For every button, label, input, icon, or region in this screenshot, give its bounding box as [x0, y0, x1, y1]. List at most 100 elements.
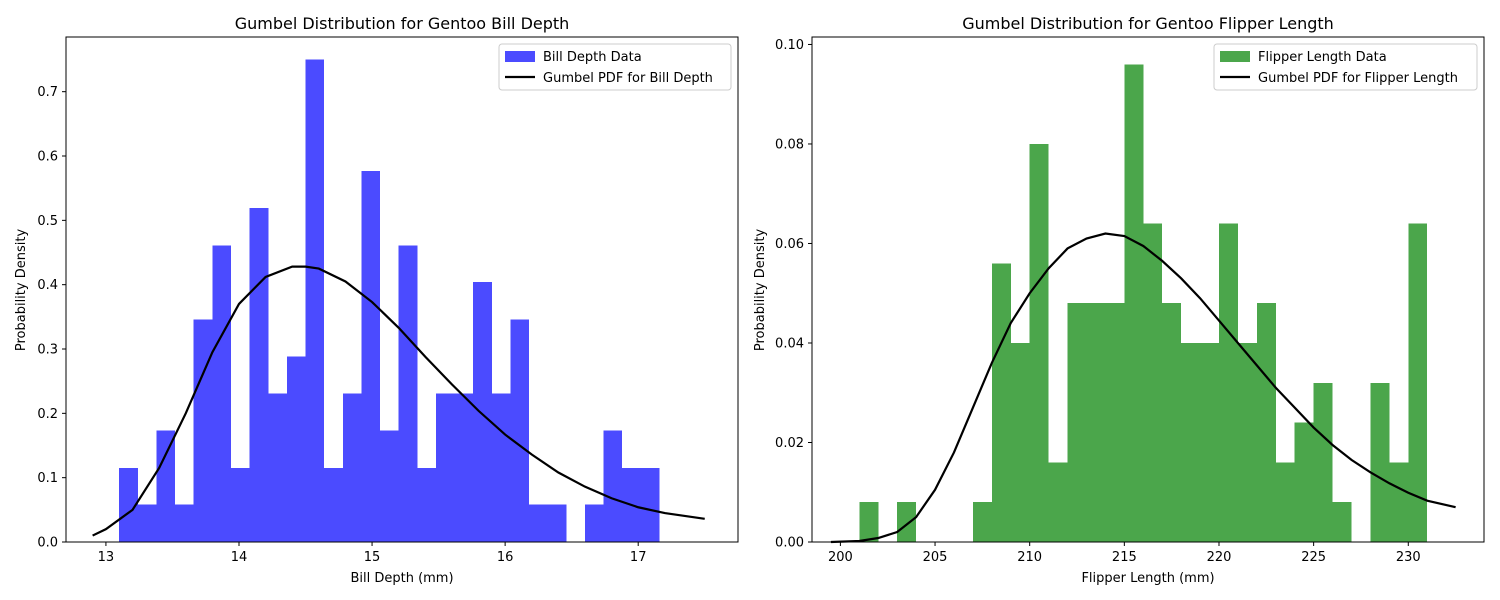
- flipper-length-y-tick-label: 0.08: [775, 137, 804, 152]
- bill-depth-bar: [119, 468, 138, 542]
- flipper-length-title: Gumbel Distribution for Gentoo Flipper L…: [962, 14, 1334, 33]
- bill-depth-bar: [324, 468, 343, 542]
- bill-depth-bar: [342, 393, 362, 542]
- bill-depth-y-tick-label: 0.5: [37, 214, 58, 229]
- bill-depth-y-tick-label: 0.7: [37, 85, 58, 100]
- flipper-length-bar: [1389, 462, 1409, 542]
- bill-depth-x-tick-label: 13: [98, 550, 115, 565]
- flipper-length-bar: [1067, 303, 1087, 542]
- bill-depth-bar: [193, 319, 213, 542]
- flipper-length-y-ticks: 0.00 0.02 0.04 0.06 0.08 0.10: [775, 38, 812, 551]
- bill-depth-bar: [417, 468, 436, 542]
- bill-depth-y-tick-label: 0.0: [37, 536, 58, 551]
- flipper-length-bar: [1218, 223, 1238, 542]
- bill-depth-bar: [212, 245, 232, 543]
- legend-bar-label: Flipper Length Data: [1258, 50, 1387, 65]
- bill-depth-pdf-line: [92, 265, 705, 537]
- flipper-length-x-tick-label: 220: [1207, 550, 1232, 565]
- bill-depth-bar: [380, 430, 399, 542]
- flipper-length-bar: [1162, 303, 1182, 542]
- flipper-length-bar: [859, 502, 879, 542]
- flipper-length-bar: [1086, 303, 1106, 542]
- bill-depth-bar: [268, 393, 287, 542]
- bill-depth-bar: [640, 468, 660, 542]
- bill-depth-bar: [305, 59, 325, 542]
- bill-depth-bar: [473, 282, 492, 542]
- bill-depth-x-tick-label: 14: [231, 550, 248, 565]
- legend-line-label: Gumbel PDF for Flipper Length: [1258, 71, 1458, 86]
- flipper-length-panel: Gumbel Distribution for Gentoo Flipper L…: [753, 14, 1485, 586]
- bill-depth-y-tick-label: 0.4: [37, 278, 58, 293]
- flipper-length-y-tick-label: 0.10: [775, 38, 804, 53]
- legend-bar-swatch: [505, 51, 535, 62]
- bill-depth-bar: [603, 430, 623, 542]
- bill-depth-bar: [510, 319, 530, 542]
- flipper-length-y-axis-label: Probability Density: [753, 229, 768, 352]
- flipper-length-x-tick-label: 205: [923, 550, 948, 565]
- flipper-length-bar: [1010, 342, 1030, 542]
- bill-depth-bar: [547, 504, 567, 542]
- flipper-length-x-tick-label: 230: [1396, 550, 1421, 565]
- flipper-length-x-tick-label: 200: [828, 550, 853, 565]
- bill-depth-y-tick-label: 0.2: [37, 407, 58, 422]
- flipper-length-bar: [1237, 342, 1257, 542]
- flipper-length-bar: [991, 263, 1011, 542]
- bill-depth-bar: [435, 393, 455, 542]
- bill-depth-bar: [361, 170, 381, 543]
- bill-depth-panel: Gumbel Distribution for Gentoo Bill Dept…: [14, 14, 739, 586]
- bill-depth-bar: [156, 430, 176, 542]
- flipper-length-bar: [1256, 303, 1276, 542]
- bill-depth-bar: [398, 245, 418, 543]
- flipper-length-bar: [1181, 342, 1201, 542]
- flipper-length-axes-frame: [811, 36, 1485, 543]
- bill-depth-bar: [286, 356, 306, 542]
- bill-depth-legend: Bill Depth Data Gumbel PDF for Bill Dept…: [498, 43, 732, 91]
- legend-bar-label: Bill Depth Data: [543, 50, 642, 65]
- bill-depth-bar: [491, 393, 511, 542]
- legend-box: [498, 43, 732, 91]
- bill-depth-bar: [137, 504, 157, 542]
- flipper-length-bar: [1370, 382, 1390, 542]
- flipper-length-bar: [1332, 502, 1352, 542]
- flipper-length-bar: [1105, 303, 1125, 542]
- flipper-length-bar: [1408, 223, 1428, 542]
- bill-depth-bar: [231, 468, 250, 542]
- flipper-length-bar: [1124, 64, 1144, 542]
- flipper-length-bar: [1275, 462, 1295, 542]
- bill-depth-bar: [584, 504, 604, 542]
- flipper-length-bar: [897, 502, 917, 542]
- bill-depth-y-tick-label: 0.6: [37, 150, 58, 165]
- bill-depth-x-tick-label: 16: [497, 550, 514, 565]
- flipper-length-y-tick-label: 0.06: [775, 237, 804, 252]
- flipper-length-bar: [1143, 223, 1163, 542]
- flipper-length-pdf-line: [830, 232, 1456, 544]
- bill-depth-y-axis-label: Probability Density: [14, 229, 29, 352]
- flipper-length-bar: [1294, 422, 1314, 542]
- bill-depth-y-tick-label: 0.1: [37, 471, 58, 486]
- flipper-length-bar: [972, 502, 992, 542]
- flipper-length-x-axis-label: Flipper Length (mm): [1081, 571, 1214, 586]
- flipper-length-y-tick-label: 0.02: [775, 436, 804, 451]
- flipper-length-x-tick-label: 225: [1301, 550, 1326, 565]
- flipper-length-bar: [1048, 462, 1068, 542]
- flipper-length-y-tick-label: 0.00: [775, 536, 804, 551]
- flipper-length-x-tick-label: 210: [1017, 550, 1042, 565]
- bill-depth-x-tick-label: 15: [364, 550, 381, 565]
- bill-depth-histogram: [119, 59, 660, 543]
- flipper-length-histogram: [859, 64, 1428, 542]
- legend-bar-swatch: [1220, 51, 1250, 62]
- bill-depth-bar: [175, 504, 194, 542]
- bill-depth-bar: [529, 504, 548, 542]
- bill-depth-x-tick-label: 17: [630, 550, 647, 565]
- bill-depth-title: Gumbel Distribution for Gentoo Bill Dept…: [235, 14, 570, 33]
- bill-depth-axes-frame: [65, 36, 739, 543]
- flipper-length-bar: [1313, 382, 1333, 542]
- flipper-length-y-tick-label: 0.04: [775, 336, 804, 351]
- bill-depth-y-ticks: 0.0 0.1 0.2 0.3 0.4 0.5 0.6 0.7: [37, 85, 66, 551]
- flipper-length-bar: [1029, 143, 1049, 542]
- bill-depth-bar: [454, 393, 474, 542]
- bill-depth-bar: [249, 208, 269, 542]
- flipper-length-bar: [1200, 342, 1219, 542]
- legend-box: [1213, 43, 1478, 91]
